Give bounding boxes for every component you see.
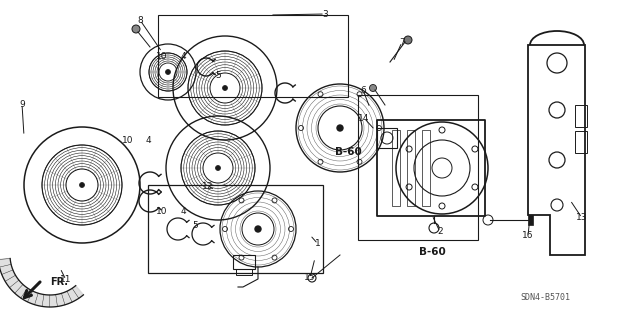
Bar bbox=[358, 95, 478, 240]
Text: 5: 5 bbox=[192, 220, 198, 229]
Text: 16: 16 bbox=[522, 231, 534, 241]
Bar bbox=[158, 15, 348, 97]
Text: 13: 13 bbox=[576, 213, 588, 222]
Bar bbox=[575, 131, 587, 153]
Polygon shape bbox=[0, 259, 83, 307]
Text: 10: 10 bbox=[156, 52, 168, 60]
Text: 3: 3 bbox=[322, 10, 328, 19]
Text: 7: 7 bbox=[399, 37, 405, 46]
Text: 10: 10 bbox=[122, 135, 134, 145]
Circle shape bbox=[255, 226, 261, 232]
Bar bbox=[233, 255, 255, 269]
Bar bbox=[422, 130, 430, 206]
Bar bbox=[407, 130, 415, 206]
Text: 11: 11 bbox=[60, 276, 72, 284]
Bar bbox=[392, 130, 400, 206]
Text: FR.: FR. bbox=[50, 277, 68, 287]
Bar bbox=[575, 105, 587, 127]
Text: 9: 9 bbox=[19, 100, 25, 108]
Circle shape bbox=[404, 36, 412, 44]
Text: 4: 4 bbox=[180, 207, 186, 217]
Bar bbox=[377, 120, 485, 216]
Circle shape bbox=[223, 85, 227, 91]
Text: B-60: B-60 bbox=[419, 247, 445, 257]
Text: 14: 14 bbox=[358, 114, 370, 123]
Text: 4: 4 bbox=[180, 52, 186, 60]
Text: 12: 12 bbox=[202, 181, 214, 190]
Circle shape bbox=[79, 182, 84, 188]
Text: 2: 2 bbox=[437, 228, 443, 236]
Text: 5: 5 bbox=[215, 70, 221, 79]
Bar bbox=[236, 269, 252, 275]
Circle shape bbox=[216, 165, 221, 171]
Circle shape bbox=[369, 84, 376, 92]
Text: 1: 1 bbox=[315, 239, 321, 249]
Circle shape bbox=[166, 69, 170, 75]
Bar bbox=[528, 215, 533, 225]
Circle shape bbox=[337, 125, 343, 131]
Circle shape bbox=[132, 25, 140, 33]
Text: 6: 6 bbox=[360, 85, 366, 94]
Bar bbox=[148, 185, 323, 273]
Text: 10: 10 bbox=[156, 207, 168, 217]
Bar bbox=[377, 128, 397, 148]
Text: 8: 8 bbox=[137, 15, 143, 25]
Text: 15: 15 bbox=[304, 274, 316, 283]
Text: B-60: B-60 bbox=[335, 147, 362, 157]
Text: 4: 4 bbox=[145, 135, 151, 145]
Text: SDN4-B5701: SDN4-B5701 bbox=[520, 293, 570, 302]
